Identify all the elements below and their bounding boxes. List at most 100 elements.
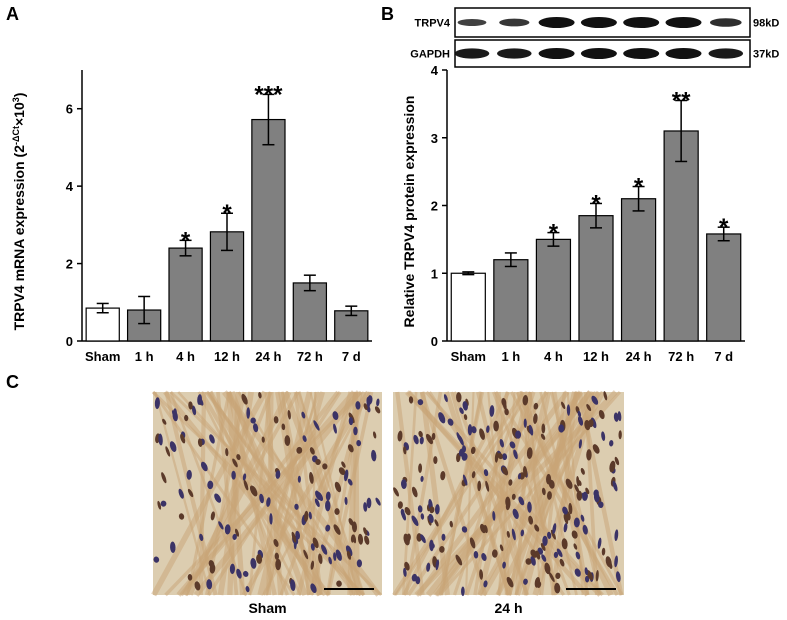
nucleus xyxy=(527,501,532,513)
nucleus xyxy=(250,417,256,424)
nucleus xyxy=(477,480,482,492)
nucleus xyxy=(563,513,569,524)
nucleus xyxy=(528,424,534,436)
nucleus xyxy=(341,461,346,468)
x-tick-label: Sham xyxy=(451,349,486,364)
nucleus xyxy=(598,501,604,509)
nucleus xyxy=(483,469,489,477)
nucleus xyxy=(541,423,546,434)
nucleus xyxy=(449,520,453,528)
nucleus xyxy=(403,446,407,455)
nucleus xyxy=(456,392,462,403)
y-tick-label: 0 xyxy=(431,334,438,349)
nucleus xyxy=(241,393,248,405)
blot-band xyxy=(709,18,742,27)
fiber xyxy=(241,390,371,597)
nucleus xyxy=(502,453,508,461)
blot-band xyxy=(497,48,532,59)
blot-band xyxy=(665,17,702,28)
nucleus xyxy=(338,467,346,476)
nucleus xyxy=(547,491,552,500)
nucleus xyxy=(523,418,527,428)
nucleus xyxy=(229,563,236,575)
x-tick-label: 24 h xyxy=(255,349,281,364)
nucleus xyxy=(322,463,328,470)
nucleus xyxy=(418,463,423,473)
blot-band xyxy=(623,17,660,28)
nucleus xyxy=(334,508,340,515)
blot-band xyxy=(454,48,490,59)
nucleus xyxy=(310,583,317,594)
blot-label: TRPV4 xyxy=(415,18,451,30)
nucleus xyxy=(530,549,538,558)
nucleus xyxy=(309,472,314,484)
nucleus xyxy=(296,446,303,454)
fiber xyxy=(419,391,488,596)
nucleus xyxy=(310,560,315,570)
blot-band xyxy=(708,48,744,59)
nucleus xyxy=(325,500,331,512)
fiber xyxy=(452,391,524,596)
fiber xyxy=(197,391,302,596)
nucleus xyxy=(236,454,241,461)
nucleus xyxy=(523,578,528,585)
nucleus xyxy=(505,500,511,511)
nucleus xyxy=(397,430,403,442)
nucleus xyxy=(352,534,357,544)
nucleus xyxy=(592,444,600,454)
fiber xyxy=(438,391,485,596)
nucleus xyxy=(547,531,552,539)
nucleus xyxy=(415,576,421,585)
nucleus xyxy=(535,550,541,560)
nucleus xyxy=(287,409,291,420)
nucleus xyxy=(575,551,581,560)
nucleus xyxy=(483,524,488,534)
nucleus xyxy=(418,430,423,438)
bar xyxy=(450,272,486,342)
fiber xyxy=(293,391,323,596)
nucleus xyxy=(565,478,573,489)
nucleus xyxy=(225,448,229,457)
nucleus xyxy=(187,573,193,581)
nucleus xyxy=(530,556,536,566)
error-bar xyxy=(504,252,517,268)
nucleus xyxy=(568,502,573,515)
nucleus xyxy=(580,467,585,475)
nucleus xyxy=(184,414,189,422)
blot-size: 98kD xyxy=(753,18,779,30)
nucleus xyxy=(318,553,323,564)
nucleus xyxy=(574,568,581,577)
nucleus xyxy=(333,552,337,561)
nucleus xyxy=(313,420,320,431)
nucleus xyxy=(461,526,468,533)
nucleus xyxy=(256,554,263,564)
nucleus xyxy=(431,432,436,441)
blot-band xyxy=(538,48,575,59)
x-tick-label: 72 h xyxy=(297,349,323,364)
nucleus xyxy=(249,485,258,497)
nucleus xyxy=(428,513,434,523)
nucleus xyxy=(353,426,358,436)
nucleus xyxy=(198,397,204,406)
nucleus xyxy=(566,404,571,416)
nucleus xyxy=(491,549,498,558)
nucleus xyxy=(614,529,619,542)
nucleus xyxy=(574,484,580,493)
nucleus xyxy=(187,488,194,498)
nucleus xyxy=(321,544,328,555)
image-label: 24 h xyxy=(494,600,522,616)
nucleus xyxy=(462,401,468,411)
fiber xyxy=(493,391,619,596)
nucleus xyxy=(363,502,368,512)
nucleus xyxy=(269,513,273,525)
x-tick-label: 12 h xyxy=(583,349,609,364)
nucleus xyxy=(584,567,589,576)
nucleus xyxy=(234,528,240,537)
y-tick-label: 1 xyxy=(431,266,438,281)
nucleus xyxy=(162,418,167,425)
nucleus xyxy=(542,535,548,546)
nucleus xyxy=(411,486,418,498)
x-tick-label: 12 h xyxy=(214,349,240,364)
nucleus xyxy=(169,441,177,452)
histology: Sham 24 h xyxy=(151,390,624,616)
